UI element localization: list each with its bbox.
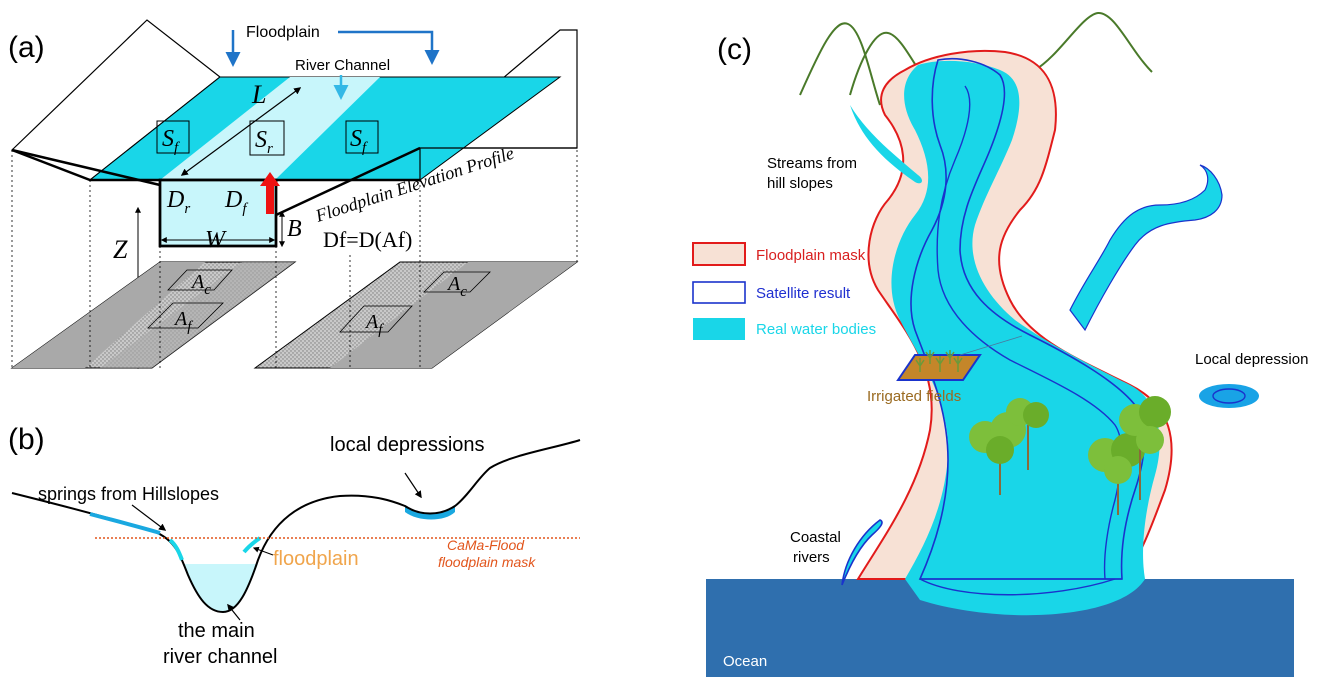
ocean-label: Ocean — [723, 653, 767, 670]
legend: Floodplain mask Satellite result Real wa… — [692, 242, 876, 340]
label-Z: Z — [113, 235, 128, 264]
depression-icon — [1199, 384, 1259, 408]
coastal-river — [841, 519, 883, 586]
main-channel-arrow — [227, 603, 241, 621]
main-channel-label-1: the main — [178, 620, 255, 642]
real-water-river — [891, 60, 1160, 616]
satellite-outline — [910, 57, 1146, 580]
sf-right-box — [345, 120, 379, 154]
af-left-box — [147, 302, 224, 329]
cama-label-2: floodplain mask — [438, 554, 536, 570]
mountain-left — [799, 22, 881, 106]
legend-label-floodplain: Floodplain mask — [756, 247, 866, 264]
label-sf-right: Sf — [350, 126, 368, 156]
irrigated-field — [896, 335, 1023, 381]
springs-line — [89, 512, 161, 535]
coastal-label-2: rivers — [793, 549, 830, 566]
af-right-box — [339, 305, 413, 333]
panel-b: (b) springs from Hillslopes local depres… — [8, 423, 581, 668]
ac-right-box — [423, 271, 491, 293]
legend-swatch-satellite — [692, 281, 746, 304]
floodplain-b-arrow — [252, 546, 274, 556]
terrain-profile — [11, 439, 581, 614]
channel-cross-section — [158, 178, 278, 248]
label-ac-left: Ac — [190, 271, 211, 298]
coastal-label-1: Coastal — [790, 529, 841, 546]
mountain-right — [1034, 11, 1153, 73]
sf-left-box — [156, 120, 190, 154]
floodplain-right-slope — [275, 146, 421, 217]
label-af-right: Af — [364, 311, 384, 338]
label-af-left: Af — [173, 308, 193, 335]
legend-swatch-floodplain — [692, 242, 746, 266]
cama-label-1: CaMa-Flood — [447, 537, 525, 553]
main-channel-label-2: river channel — [163, 646, 278, 668]
springs-label: springs from Hillslopes — [38, 484, 219, 504]
legend-label-satellite: Satellite result — [756, 285, 851, 302]
streams-label-1: Streams from — [767, 155, 857, 172]
panel-c: (c) Ocean Streams from hill slopes Flood… — [692, 11, 1308, 677]
label-B: B — [287, 216, 302, 242]
label-sr: Sr — [255, 127, 273, 157]
irrigated-label: Irrigated fields — [867, 388, 961, 405]
depression-water — [405, 506, 455, 520]
legend-swatch-water — [693, 318, 745, 340]
springs-arrow — [131, 504, 167, 531]
label-df: Df — [224, 187, 248, 217]
base-plate-left-shade — [12, 262, 205, 368]
local-depressions-label: local depressions — [330, 434, 485, 456]
label-ac-right: Ac — [446, 273, 467, 300]
floodplain-label: Floodplain — [246, 24, 320, 41]
floodplain-b-label: floodplain — [273, 548, 359, 570]
projection-lines — [11, 30, 578, 368]
panel-a-label: (a) — [8, 31, 45, 64]
ac-left-box — [167, 269, 233, 291]
satellite-inner-line — [936, 85, 1123, 580]
tree-icon — [969, 398, 1049, 495]
water-level-arrow — [260, 172, 280, 214]
label-dr: Dr — [166, 187, 190, 217]
tree-icon — [1088, 396, 1171, 515]
panel-a: (a) L Sf Sr Sf Dr Df W — [8, 19, 579, 370]
main-channel-water — [183, 564, 258, 612]
sr-box — [249, 120, 285, 156]
panel-c-label: (c) — [717, 33, 752, 66]
floodplain-arrow-right — [338, 30, 440, 65]
hillslope-stream — [850, 105, 922, 184]
river-channel-label: River Channel — [295, 57, 390, 74]
base-plate-right-shade — [330, 262, 577, 368]
legend-label-water: Real water bodies — [756, 321, 876, 338]
label-L: L — [251, 80, 266, 109]
local-depression-label: Local depression — [1195, 351, 1308, 368]
left-slope-edge — [11, 148, 161, 187]
equation: Df=D(Af) — [323, 227, 412, 252]
label-sf-left: Sf — [162, 126, 180, 156]
streams-label-2: hill slopes — [767, 175, 833, 192]
panel-b-label: (b) — [8, 423, 45, 456]
length-dimension — [180, 87, 302, 176]
label-W: W — [205, 227, 227, 253]
tributary — [1069, 164, 1223, 332]
depressions-arrow — [404, 472, 422, 499]
